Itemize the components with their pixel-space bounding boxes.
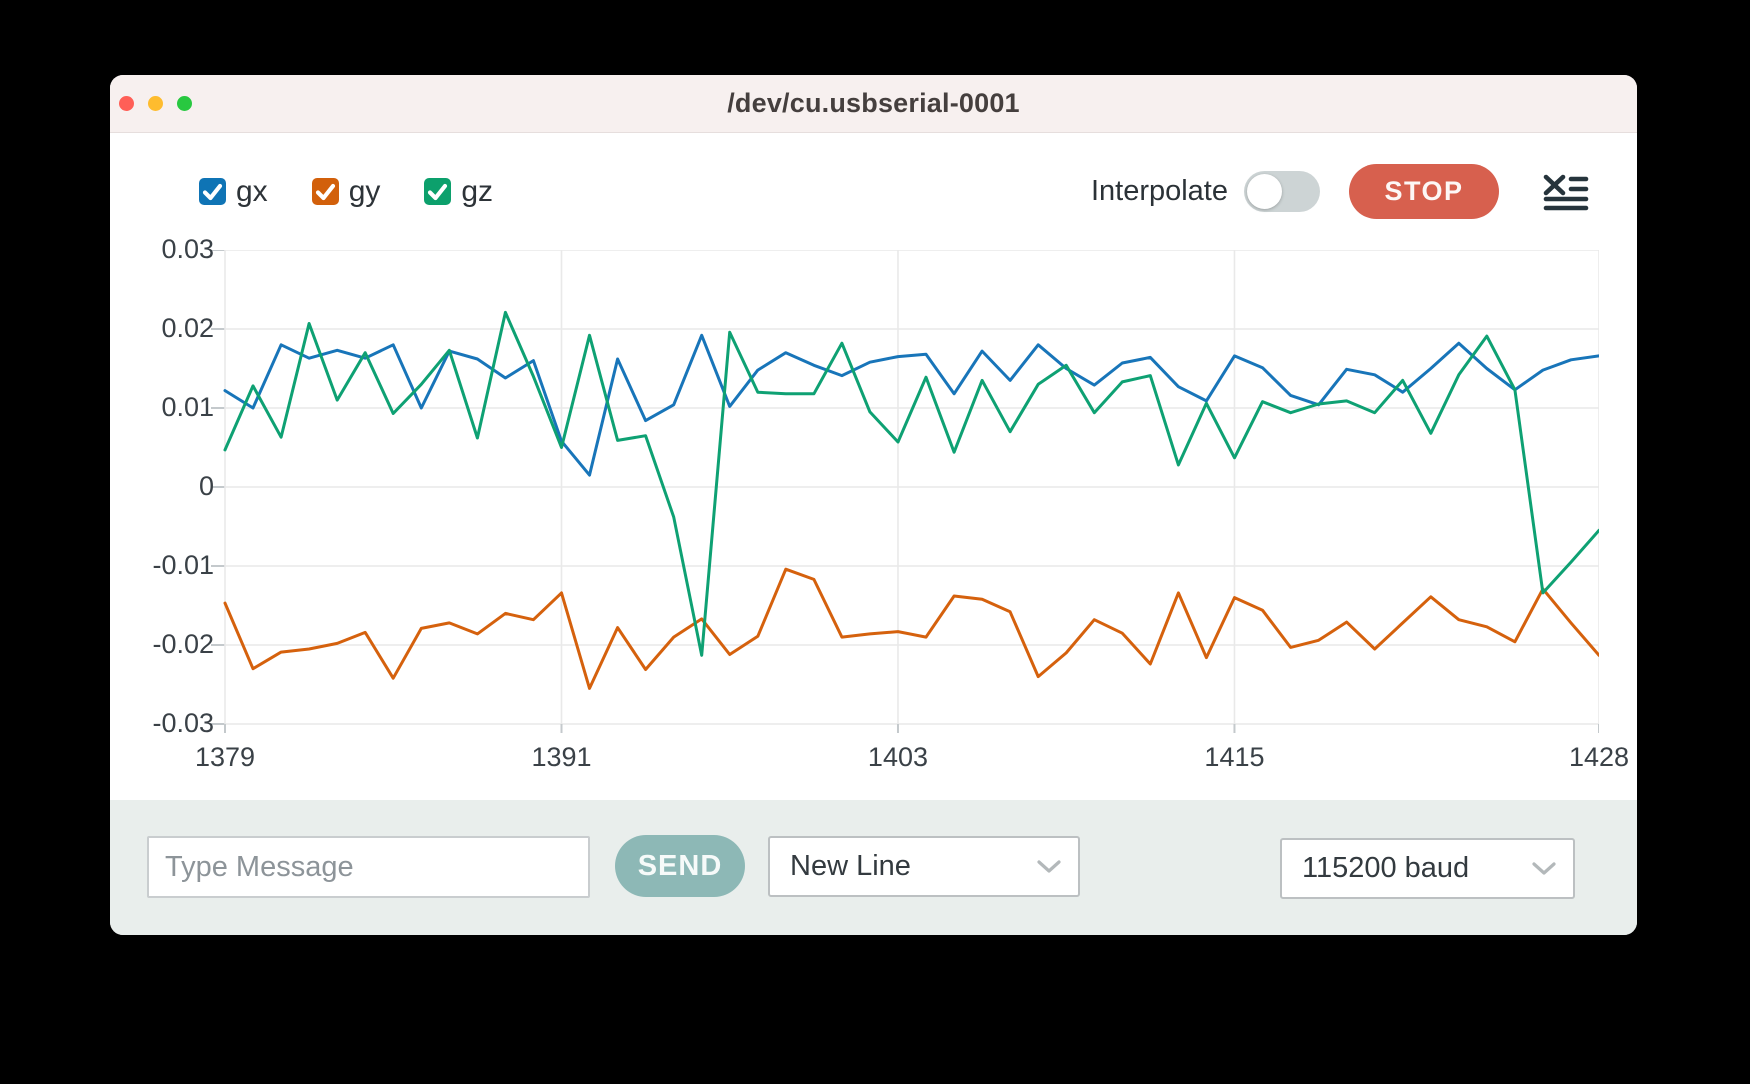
legend-item-gx[interactable]: gx [199,175,268,209]
y-axis-label: -0.03 [152,708,214,738]
check-icon [428,183,448,201]
baud-rate-select[interactable]: 115200 baud [1280,838,1575,899]
legend-label-gz: gz [461,174,494,208]
legend-label-gx: gx [236,174,268,208]
x-axis-label: 1391 [531,742,592,772]
legend-item-gz[interactable]: gz [424,175,493,209]
series-line-gx [223,333,1599,477]
x-axis-label: 1428 [1568,742,1630,772]
y-axis: 0.03 0.02 0.01 0 -0.01 -0.02 -0.03 [110,234,214,738]
check-icon [315,183,335,201]
x-axis-label: 1403 [867,742,929,772]
send-button[interactable]: SEND [615,835,745,897]
toolbar: gx gy gz Interpolate [110,133,1637,250]
message-input[interactable] [147,836,590,898]
series-line-gz [223,310,1599,657]
chart-area: 0.03 0.02 0.01 0 -0.01 -0.02 -0.03 1379 1391 140… [110,234,1637,800]
close-window-icon[interactable] [119,96,134,111]
title-bar: /dev/cu.usbserial-0001 [110,75,1637,133]
zoom-window-icon[interactable] [177,96,192,111]
legend-item-gy[interactable]: gy [311,174,381,209]
legend-label-gy: gy [348,174,381,208]
window-title: /dev/cu.usbserial-0001 [727,88,1020,118]
series-line-gy [223,567,1599,690]
toggle-knob [1247,174,1282,209]
toolbar-right-controls: Interpolate STOP [1091,164,1590,219]
chevron-down-icon [1532,861,1556,875]
interpolate-toggle[interactable] [1244,171,1320,212]
serial-plotter-window: /dev/cu.usbserial-0001 gx gy [110,75,1637,935]
interpolate-label: Interpolate [1090,175,1228,207]
chevron-down-icon [1037,859,1061,873]
traffic-lights [119,75,192,132]
clear-list-icon[interactable] [1542,173,1590,211]
minimize-window-icon[interactable] [148,96,163,111]
message-bar: SEND New Line 115200 baud [110,800,1637,935]
stop-button[interactable]: STOP [1349,164,1499,219]
x-axis-label: 1415 [1204,742,1265,772]
y-axis-label: 0.01 [161,392,214,422]
y-axis-label: 0 [198,471,214,501]
line-ending-select[interactable]: New Line [768,836,1080,897]
gy-checkbox[interactable] [311,178,339,205]
gz-checkbox[interactable] [424,178,452,205]
line-ending-value: New Line [790,850,911,882]
line-chart-plot[interactable] [211,250,1599,734]
x-axis-label: 1379 [194,742,256,772]
y-axis-label: -0.01 [152,550,214,580]
series-legend: gx gy gz [199,175,493,209]
y-axis-label: 0.03 [161,234,214,264]
check-icon [202,183,223,201]
y-axis-label: -0.02 [152,629,214,659]
baud-rate-value: 115200 baud [1302,852,1470,884]
gx-checkbox[interactable] [199,178,226,205]
y-axis-label: 0.02 [161,313,214,343]
